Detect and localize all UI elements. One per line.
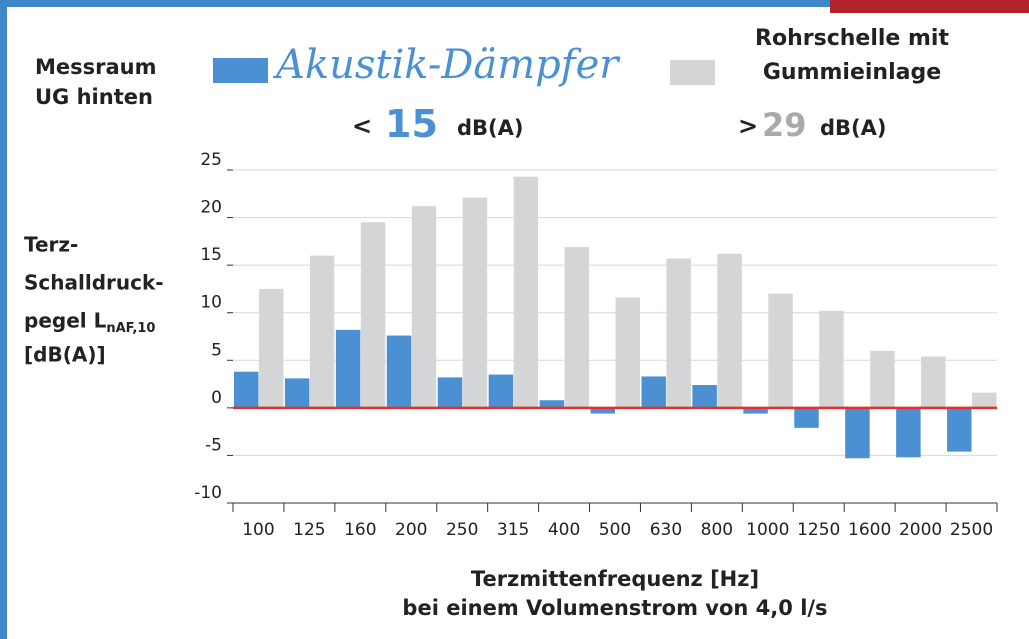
bar — [489, 375, 513, 408]
bar — [870, 351, 894, 408]
y-tick-label: -5 — [205, 435, 222, 455]
y-axis-label: [dB(A)] — [24, 343, 106, 367]
x-tick-label: 2000 — [899, 520, 942, 540]
y-tick-label: -10 — [194, 483, 222, 503]
bar — [412, 206, 436, 408]
y-tick-label: 15 — [200, 245, 222, 265]
bar — [641, 376, 665, 407]
bar — [921, 356, 945, 407]
y-tick-label: 0 — [211, 388, 222, 408]
bar — [285, 378, 309, 407]
bar — [896, 408, 920, 457]
y-tick-label: 5 — [211, 340, 222, 360]
x-tick-label: 630 — [650, 520, 682, 540]
y-axis-label: Terz- — [24, 233, 78, 257]
bar — [514, 177, 538, 408]
chart: -10 -5 0 5 10 15 20 25 100 125 160 200 250 315 400 500 6… — [0, 0, 1029, 639]
bar — [768, 294, 792, 408]
x-tick-label: 125 — [293, 520, 325, 540]
bar — [387, 336, 411, 408]
bar — [947, 408, 971, 452]
bar — [717, 254, 741, 408]
bar — [234, 372, 258, 408]
x-tick-label: 800 — [701, 520, 733, 540]
x-tick-label: 400 — [548, 520, 580, 540]
bar — [616, 297, 640, 407]
bar — [819, 311, 843, 408]
bar — [463, 198, 487, 408]
bar — [565, 247, 589, 408]
x-tick-label: 500 — [599, 520, 631, 540]
bar — [438, 377, 462, 407]
x-tick-label: 1250 — [797, 520, 840, 540]
x-tick-label: 2500 — [950, 520, 993, 540]
bar — [845, 408, 869, 458]
x-tick-label: 315 — [497, 520, 529, 540]
x-tick-label: 200 — [395, 520, 427, 540]
x-axis-label: Terzmittenfrequenz [Hz] — [471, 567, 759, 591]
y-tick-label: 10 — [200, 293, 222, 313]
y-axis-label: pegel LnAF,10 — [24, 309, 155, 336]
y-tick-label: 25 — [200, 150, 222, 170]
bar — [972, 393, 996, 408]
x-tick-label: 100 — [242, 520, 274, 540]
x-tick-label: 1000 — [746, 520, 789, 540]
bar — [336, 330, 360, 408]
bar — [692, 385, 716, 408]
bar — [361, 222, 385, 408]
bar — [310, 256, 334, 408]
y-axis-label: Schalldruck- — [24, 271, 164, 295]
x-tick-label: 250 — [446, 520, 478, 540]
x-tick-label: 1600 — [848, 520, 891, 540]
bar — [666, 258, 690, 407]
bar — [794, 408, 818, 428]
bar — [259, 289, 283, 408]
y-axis-label-subscript: nAF,10 — [106, 321, 155, 336]
page: Messraum UG hinten Akustik-Dämpfer Rohrs… — [0, 0, 1029, 639]
x-axis-label: bei einem Volumenstrom von 4,0 l/s — [402, 596, 827, 620]
y-tick-label: 20 — [200, 198, 222, 218]
x-tick-label: 160 — [344, 520, 376, 540]
